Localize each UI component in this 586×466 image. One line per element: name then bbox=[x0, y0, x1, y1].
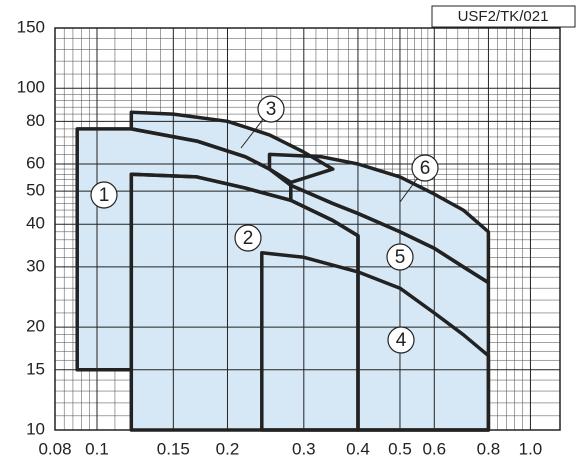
region-badge bbox=[90, 181, 118, 209]
y-tick-label: 150 bbox=[17, 17, 45, 36]
region-label: 6 bbox=[420, 158, 431, 179]
x-tick-label: 0.6 bbox=[422, 439, 446, 458]
y-tick-label: 50 bbox=[26, 181, 45, 200]
region-badge bbox=[387, 326, 415, 354]
region-label: 2 bbox=[243, 228, 254, 249]
region-fill bbox=[290, 185, 489, 430]
y-tick-label: 100 bbox=[17, 78, 45, 97]
y-tick-label: 30 bbox=[26, 256, 45, 275]
region-label: 4 bbox=[396, 330, 407, 351]
y-tick-label: 60 bbox=[26, 154, 45, 173]
tag-box bbox=[431, 5, 576, 28]
region-label: 1 bbox=[99, 185, 110, 206]
region-badge bbox=[234, 224, 262, 252]
x-tick-label: 0.3 bbox=[292, 439, 316, 458]
x-tick-label: 0.1 bbox=[85, 439, 109, 458]
chart-tag: USF2/TK/021 bbox=[458, 8, 549, 25]
region-label: 3 bbox=[266, 99, 277, 120]
x-tick-label: 1.0 bbox=[519, 439, 543, 458]
y-tick-label: 80 bbox=[26, 111, 45, 130]
region-outline bbox=[267, 152, 491, 285]
outlines bbox=[75, 110, 491, 432]
x-tick-label: 0.4 bbox=[346, 439, 370, 458]
y-tick-label: 40 bbox=[26, 214, 45, 233]
x-tick-label: 0.15 bbox=[157, 439, 190, 458]
x-tick-label: 0.8 bbox=[477, 439, 501, 458]
x-tick-label: 0.08 bbox=[38, 439, 71, 458]
region-badge bbox=[257, 95, 285, 123]
region-badge bbox=[386, 243, 414, 271]
y-tick-label: 15 bbox=[26, 359, 45, 378]
plot-frame bbox=[54, 27, 561, 431]
region-outline bbox=[129, 110, 335, 185]
y-tick-label: 10 bbox=[26, 419, 45, 438]
x-tick-label: 0.2 bbox=[216, 439, 240, 458]
x-tick-label: 0.5 bbox=[388, 439, 412, 458]
y-tick-label: 20 bbox=[26, 317, 45, 336]
region-badge bbox=[411, 154, 439, 182]
region-fill bbox=[269, 154, 489, 283]
region-label: 5 bbox=[395, 247, 406, 268]
